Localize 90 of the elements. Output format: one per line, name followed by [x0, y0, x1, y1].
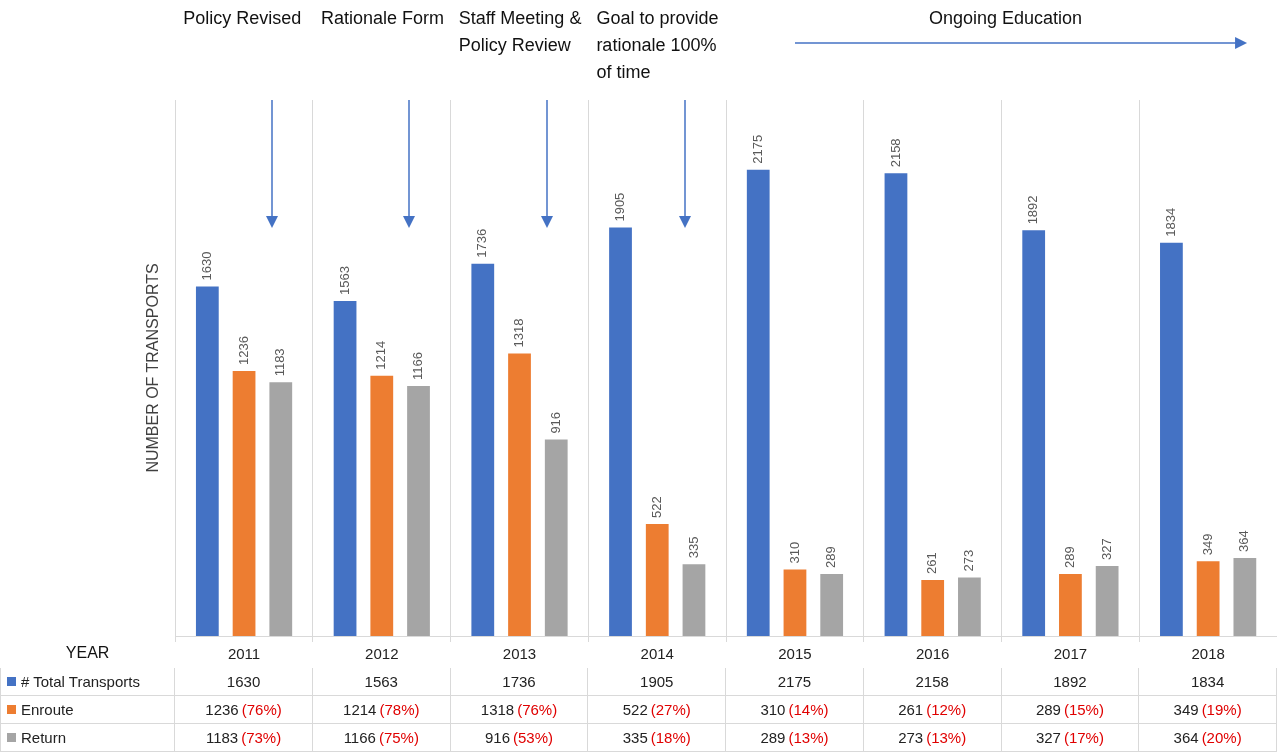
data-label: 1563	[336, 265, 352, 295]
text: 2158	[863, 668, 1002, 696]
text: 1834	[1139, 668, 1277, 696]
text: Policy Revised	[183, 7, 302, 28]
data-label: 2158	[887, 138, 903, 168]
data-label: 289	[1061, 546, 1077, 569]
text: 1214 (78%)	[343, 701, 420, 718]
text: 1166 (75%)	[343, 729, 419, 746]
data-label: 327	[1098, 538, 1114, 560]
text: Rationale Form	[320, 7, 444, 28]
bar	[1022, 230, 1046, 636]
data-label: 335	[685, 536, 701, 559]
x-tick-label: 2012	[365, 645, 399, 663]
text: 2175	[726, 668, 864, 696]
bar	[1196, 561, 1220, 636]
text: 289 (15%)	[1035, 701, 1104, 718]
bar	[370, 375, 394, 636]
data-label: 1630	[198, 251, 214, 281]
data-label: 310	[786, 541, 802, 564]
text: 1563	[312, 668, 451, 696]
data-label: 1183	[272, 348, 288, 377]
data-label: 1834	[1162, 207, 1178, 237]
data-label: 1166	[410, 352, 426, 381]
text: 273 (13%)	[898, 729, 967, 746]
text: 1630	[175, 668, 313, 696]
bar	[645, 524, 669, 636]
bar	[682, 564, 706, 636]
x-tick-label: 2015	[778, 645, 812, 663]
data-label: 1736	[474, 228, 490, 258]
text: 1236 (76%)	[205, 701, 282, 718]
x-tick-label: 2017	[1053, 645, 1088, 663]
data-label: 2175	[749, 134, 765, 164]
bar	[471, 263, 495, 636]
text: 1905	[588, 668, 727, 696]
text: Ongoing Education	[928, 7, 1083, 28]
x-tick-label: 2013	[502, 645, 537, 663]
text: 289 (13%)	[760, 729, 829, 746]
bar	[407, 386, 430, 636]
bar	[820, 574, 844, 636]
bar	[1059, 574, 1082, 636]
data-label: 289	[823, 546, 839, 569]
text: 364 (20%)	[1173, 729, 1242, 746]
bar	[333, 300, 357, 636]
text: # Total Transports	[21, 673, 140, 690]
bar	[609, 227, 632, 636]
bar	[508, 353, 531, 636]
bar	[1233, 557, 1257, 636]
text: 349 (19%)	[1173, 701, 1242, 718]
bar	[746, 169, 770, 636]
x-axis-title: YEAR	[65, 644, 110, 662]
x-tick-label: 2016	[916, 645, 950, 663]
bar	[195, 286, 219, 636]
y-axis-title: NUMBER OF TRANSPORTS	[144, 263, 162, 473]
data-label: 1214	[373, 340, 389, 370]
text: 1318 (76%)	[480, 701, 558, 718]
text: 327 (17%)	[1035, 729, 1104, 746]
text: 522 (27%)	[622, 701, 691, 718]
data-label: 1892	[1025, 195, 1041, 225]
text: Enroute	[21, 701, 74, 718]
bar	[783, 569, 807, 636]
text: Staff Meeting & Policy Review	[458, 7, 582, 55]
bar	[1160, 242, 1183, 636]
bar	[884, 173, 908, 636]
data-label: 1318	[511, 318, 527, 348]
text: 1892	[1001, 668, 1140, 696]
x-tick-label: 2011	[227, 645, 261, 663]
data-label: 916	[547, 411, 563, 434]
bar	[232, 371, 256, 636]
x-tick-label: 2018	[1191, 645, 1225, 663]
data-label: 273	[960, 549, 976, 572]
bar	[958, 577, 981, 636]
data-label: 364	[1236, 530, 1252, 552]
bar	[544, 439, 568, 636]
bar	[1095, 565, 1119, 636]
text: 310 (14%)	[760, 701, 829, 718]
data-label: 349	[1199, 533, 1215, 556]
text: 335 (18%)	[622, 729, 691, 746]
text: 916 (53%)	[484, 729, 554, 746]
text: 1736	[450, 668, 589, 696]
text: 261 (12%)	[898, 701, 967, 718]
text: 1183 (73%)	[205, 729, 282, 746]
text: Goal to provide rationale 100% of time	[596, 7, 719, 82]
text: Return	[21, 729, 67, 746]
data-label: 261	[924, 552, 940, 575]
x-tick-label: 2014	[640, 645, 674, 663]
bar	[269, 382, 293, 636]
bar	[921, 580, 945, 636]
data-label: 1236	[235, 336, 251, 365]
data-label: 522	[648, 496, 664, 519]
data-label: 1905	[612, 192, 628, 222]
